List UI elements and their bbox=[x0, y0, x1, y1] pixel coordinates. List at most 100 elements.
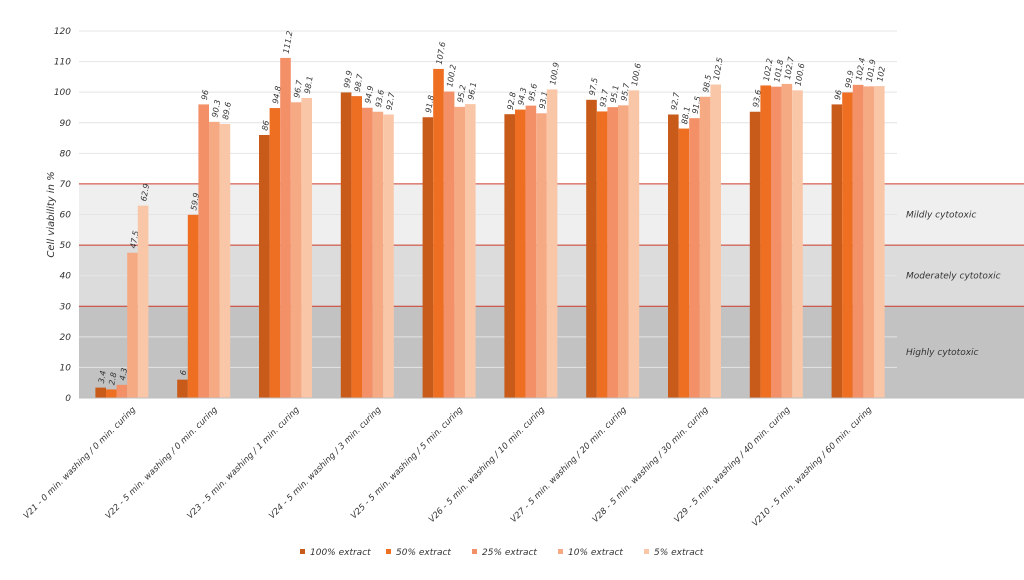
bar bbox=[362, 107, 373, 399]
value-label: 95.1 bbox=[609, 84, 621, 103]
value-label: 94.9 bbox=[363, 85, 375, 104]
bar bbox=[127, 252, 138, 398]
y-tick-label: 20 bbox=[60, 333, 72, 343]
value-label: 88.1 bbox=[680, 106, 692, 125]
y-tick-label: 10 bbox=[60, 363, 72, 373]
zone-label: Moderately cytotoxic bbox=[906, 272, 1001, 282]
legend-swatch bbox=[472, 549, 477, 554]
value-label: 89.6 bbox=[221, 101, 233, 120]
value-label: 93.1 bbox=[538, 91, 550, 110]
bar bbox=[678, 128, 690, 398]
y-tick-label: 120 bbox=[54, 27, 71, 37]
bar bbox=[781, 83, 793, 398]
bar bbox=[749, 111, 761, 399]
bar bbox=[433, 68, 444, 398]
value-label: 3.4 bbox=[97, 370, 108, 384]
value-label: 97.5 bbox=[588, 77, 600, 96]
value-label: 100.6 bbox=[794, 63, 807, 87]
value-label: 95.7 bbox=[619, 82, 631, 102]
value-label: 93.6 bbox=[751, 89, 763, 108]
bar bbox=[852, 84, 864, 399]
value-label: 86 bbox=[260, 120, 271, 132]
value-label: 2.8 bbox=[107, 372, 118, 386]
value-label: 96.1 bbox=[466, 81, 478, 100]
bar bbox=[372, 111, 384, 399]
value-label: 102.4 bbox=[854, 57, 867, 81]
value-label: 101.8 bbox=[772, 59, 785, 83]
value-label: 92.7 bbox=[669, 91, 681, 111]
legend-label: 25% extract bbox=[482, 548, 537, 558]
bar bbox=[771, 86, 782, 398]
legend-swatch bbox=[300, 549, 305, 554]
bar bbox=[209, 121, 220, 399]
bar bbox=[586, 99, 597, 398]
bar bbox=[874, 86, 885, 399]
value-label: 96.7 bbox=[292, 79, 304, 99]
value-label: 107.6 bbox=[435, 41, 448, 65]
value-label: 95.6 bbox=[527, 83, 539, 102]
y-tick-label: 90 bbox=[60, 119, 72, 129]
value-label: 96 bbox=[833, 89, 844, 101]
value-label: 6 bbox=[179, 369, 189, 376]
bar bbox=[187, 214, 199, 398]
zone-label: Mildly cytotoxic bbox=[906, 211, 976, 221]
bar bbox=[618, 105, 629, 398]
bar bbox=[269, 108, 281, 398]
value-label: 100.2 bbox=[445, 64, 458, 88]
value-label: 59.9 bbox=[189, 192, 201, 211]
bar bbox=[198, 104, 209, 399]
bar bbox=[340, 92, 352, 398]
legend-swatch bbox=[644, 549, 649, 554]
zone-label: Highly cytotoxic bbox=[906, 348, 979, 358]
value-label: 99.9 bbox=[342, 70, 354, 89]
bar bbox=[792, 90, 803, 398]
y-tick-label: 60 bbox=[60, 211, 72, 221]
value-label: 94.8 bbox=[271, 85, 283, 104]
bar bbox=[465, 104, 476, 398]
bar bbox=[301, 97, 312, 398]
bar bbox=[689, 118, 700, 398]
value-label: 92.8 bbox=[506, 91, 518, 110]
bar bbox=[504, 114, 515, 398]
y-axis-title: Cell viability in % bbox=[46, 171, 57, 257]
legend-label: 5% extract bbox=[654, 548, 704, 558]
bar bbox=[710, 84, 721, 398]
bar bbox=[863, 86, 874, 398]
value-label: 111.2 bbox=[282, 30, 295, 54]
bar bbox=[596, 111, 608, 398]
bar bbox=[443, 91, 455, 399]
bar bbox=[259, 134, 270, 398]
value-label: 96 bbox=[200, 89, 211, 101]
value-label: 95.2 bbox=[456, 84, 468, 103]
value-label: 102.5 bbox=[712, 57, 725, 81]
value-label: 93.6 bbox=[374, 89, 386, 108]
value-label: 91.5 bbox=[691, 95, 703, 114]
y-tick-label: 110 bbox=[54, 58, 71, 68]
value-label: 90.3 bbox=[210, 99, 222, 118]
y-tick-label: 80 bbox=[60, 149, 72, 159]
value-label: 101.9 bbox=[865, 59, 878, 83]
bar bbox=[106, 389, 117, 398]
value-label: 94.3 bbox=[516, 87, 528, 106]
bar bbox=[95, 387, 106, 398]
value-label: 102.2 bbox=[762, 58, 775, 82]
value-label: 47.5 bbox=[129, 230, 141, 249]
y-tick-label: 50 bbox=[60, 241, 72, 251]
bar bbox=[831, 104, 843, 399]
bar bbox=[454, 106, 465, 398]
legend-swatch bbox=[386, 549, 391, 554]
bar bbox=[280, 57, 291, 399]
value-label: 102 bbox=[875, 66, 887, 83]
legend-label: 100% extract bbox=[310, 548, 371, 558]
bar bbox=[515, 109, 526, 398]
bar bbox=[842, 92, 853, 398]
bar bbox=[116, 384, 128, 398]
value-label: 100.6 bbox=[630, 63, 643, 87]
bar bbox=[699, 96, 711, 399]
value-label: 100.9 bbox=[548, 62, 561, 86]
y-tick-label: 40 bbox=[60, 272, 72, 282]
legend-swatch bbox=[558, 549, 563, 554]
bar bbox=[137, 205, 149, 398]
